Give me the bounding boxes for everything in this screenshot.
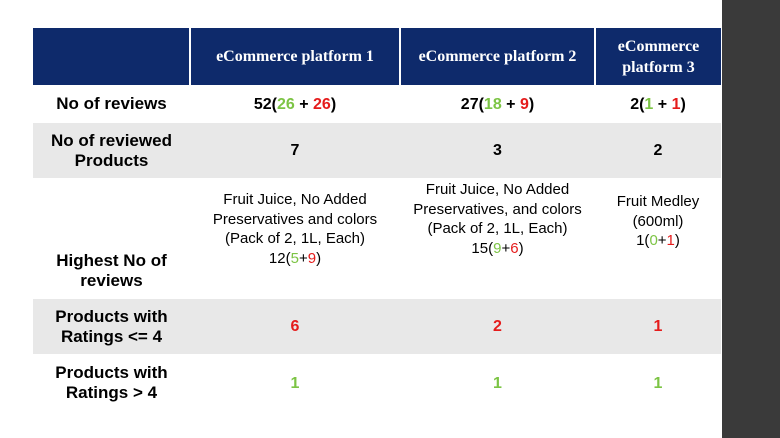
reviews-platform-1: 52(26 + 26)	[190, 85, 400, 123]
reviews-positive: 9	[493, 239, 502, 257]
plus-sign: +	[294, 95, 314, 113]
reviews-positive: 1	[644, 95, 654, 113]
row-label: Products with Ratings <= 4	[33, 299, 190, 354]
reviews-positive: 5	[290, 249, 299, 267]
close-paren: )	[518, 239, 524, 257]
reviews-negative: 9	[307, 249, 317, 267]
reviews-negative: 9	[519, 95, 529, 113]
highest-platform-2: Fruit Juice, No Added Preservatives, and…	[400, 178, 595, 299]
high-rated-platform-2: 1	[400, 354, 595, 412]
slide-side-bar	[722, 0, 780, 438]
close-paren: )	[316, 249, 322, 267]
platform-comparison-table: eCommerce platform 1 eCommerce platform …	[33, 28, 721, 412]
reviews-total: 52(	[253, 95, 277, 113]
highest-platform-3: Fruit Medley (600ml) 1(0+1)	[595, 178, 721, 299]
close-paren: )	[330, 95, 337, 113]
row-highest-reviews: Highest No of reviews Fruit Juice, No Ad…	[33, 178, 721, 299]
reviews-platform-3: 2(1 + 1)	[595, 85, 721, 123]
reviews-platform-2: 27(18 + 9)	[400, 85, 595, 123]
reviews-negative: 6	[510, 239, 519, 257]
plus-sign: +	[501, 95, 520, 113]
row-label: No of reviewed Products	[33, 123, 190, 178]
reviews-negative: 26	[313, 95, 331, 113]
reviews-negative: 1	[671, 95, 681, 113]
close-paren: )	[674, 232, 680, 249]
reviews-total: 15(	[471, 239, 494, 257]
plus-sign: +	[653, 95, 672, 113]
reviews-total: 2(	[630, 95, 645, 113]
reviews-positive: 0	[649, 232, 658, 249]
close-paren: )	[680, 95, 686, 113]
plus-sign: +	[657, 232, 667, 249]
reviews-total: 27(	[460, 95, 484, 113]
reviewed-products-platform-1: 7	[190, 123, 400, 178]
reviews-total: 1(	[636, 232, 650, 249]
product-name: Fruit Juice, No Added Preservatives and …	[212, 191, 378, 247]
plus-sign: +	[298, 249, 308, 267]
product-name: Fruit Juice, No Added Preservatives, and…	[413, 181, 582, 237]
reviews-negative: 1	[666, 232, 675, 249]
low-rated-platform-2: 2	[400, 299, 595, 354]
close-paren: )	[528, 95, 535, 113]
header-platform-1: eCommerce platform 1	[190, 28, 401, 85]
high-rated-platform-1: 1	[190, 354, 400, 412]
plus-sign: +	[501, 239, 511, 257]
header-row: eCommerce platform 1 eCommerce platform …	[33, 28, 721, 85]
row-label: Highest No of reviews	[33, 178, 190, 299]
low-rated-platform-3: 1	[595, 299, 721, 354]
header-corner-cell	[33, 28, 191, 85]
header-platform-3: eCommerce platform 3	[595, 28, 721, 85]
row-reviewed-products: No of reviewed Products 7 3 2	[33, 123, 721, 178]
row-label: No of reviews	[33, 85, 190, 123]
row-low-rated: Products with Ratings <= 4 6 2 1	[33, 299, 721, 354]
high-rated-platform-3: 1	[595, 354, 721, 412]
reviewed-products-platform-2: 3	[400, 123, 595, 178]
reviews-total: 12(	[268, 249, 291, 267]
row-reviews: No of reviews 52(26 + 26) 27(18 + 9) 2(1…	[33, 85, 721, 123]
reviews-positive: 26	[276, 95, 295, 113]
reviewed-products-platform-3: 2	[595, 123, 721, 178]
product-name: Fruit Medley (600ml)	[616, 193, 700, 230]
row-high-rated: Products with Ratings > 4 1 1 1	[33, 354, 721, 412]
header-platform-2: eCommerce platform 2	[400, 28, 596, 85]
highest-platform-1: Fruit Juice, No Added Preservatives and …	[190, 178, 400, 299]
reviews-positive: 18	[483, 95, 502, 113]
row-label: Products with Ratings > 4	[33, 354, 190, 412]
low-rated-platform-1: 6	[190, 299, 400, 354]
